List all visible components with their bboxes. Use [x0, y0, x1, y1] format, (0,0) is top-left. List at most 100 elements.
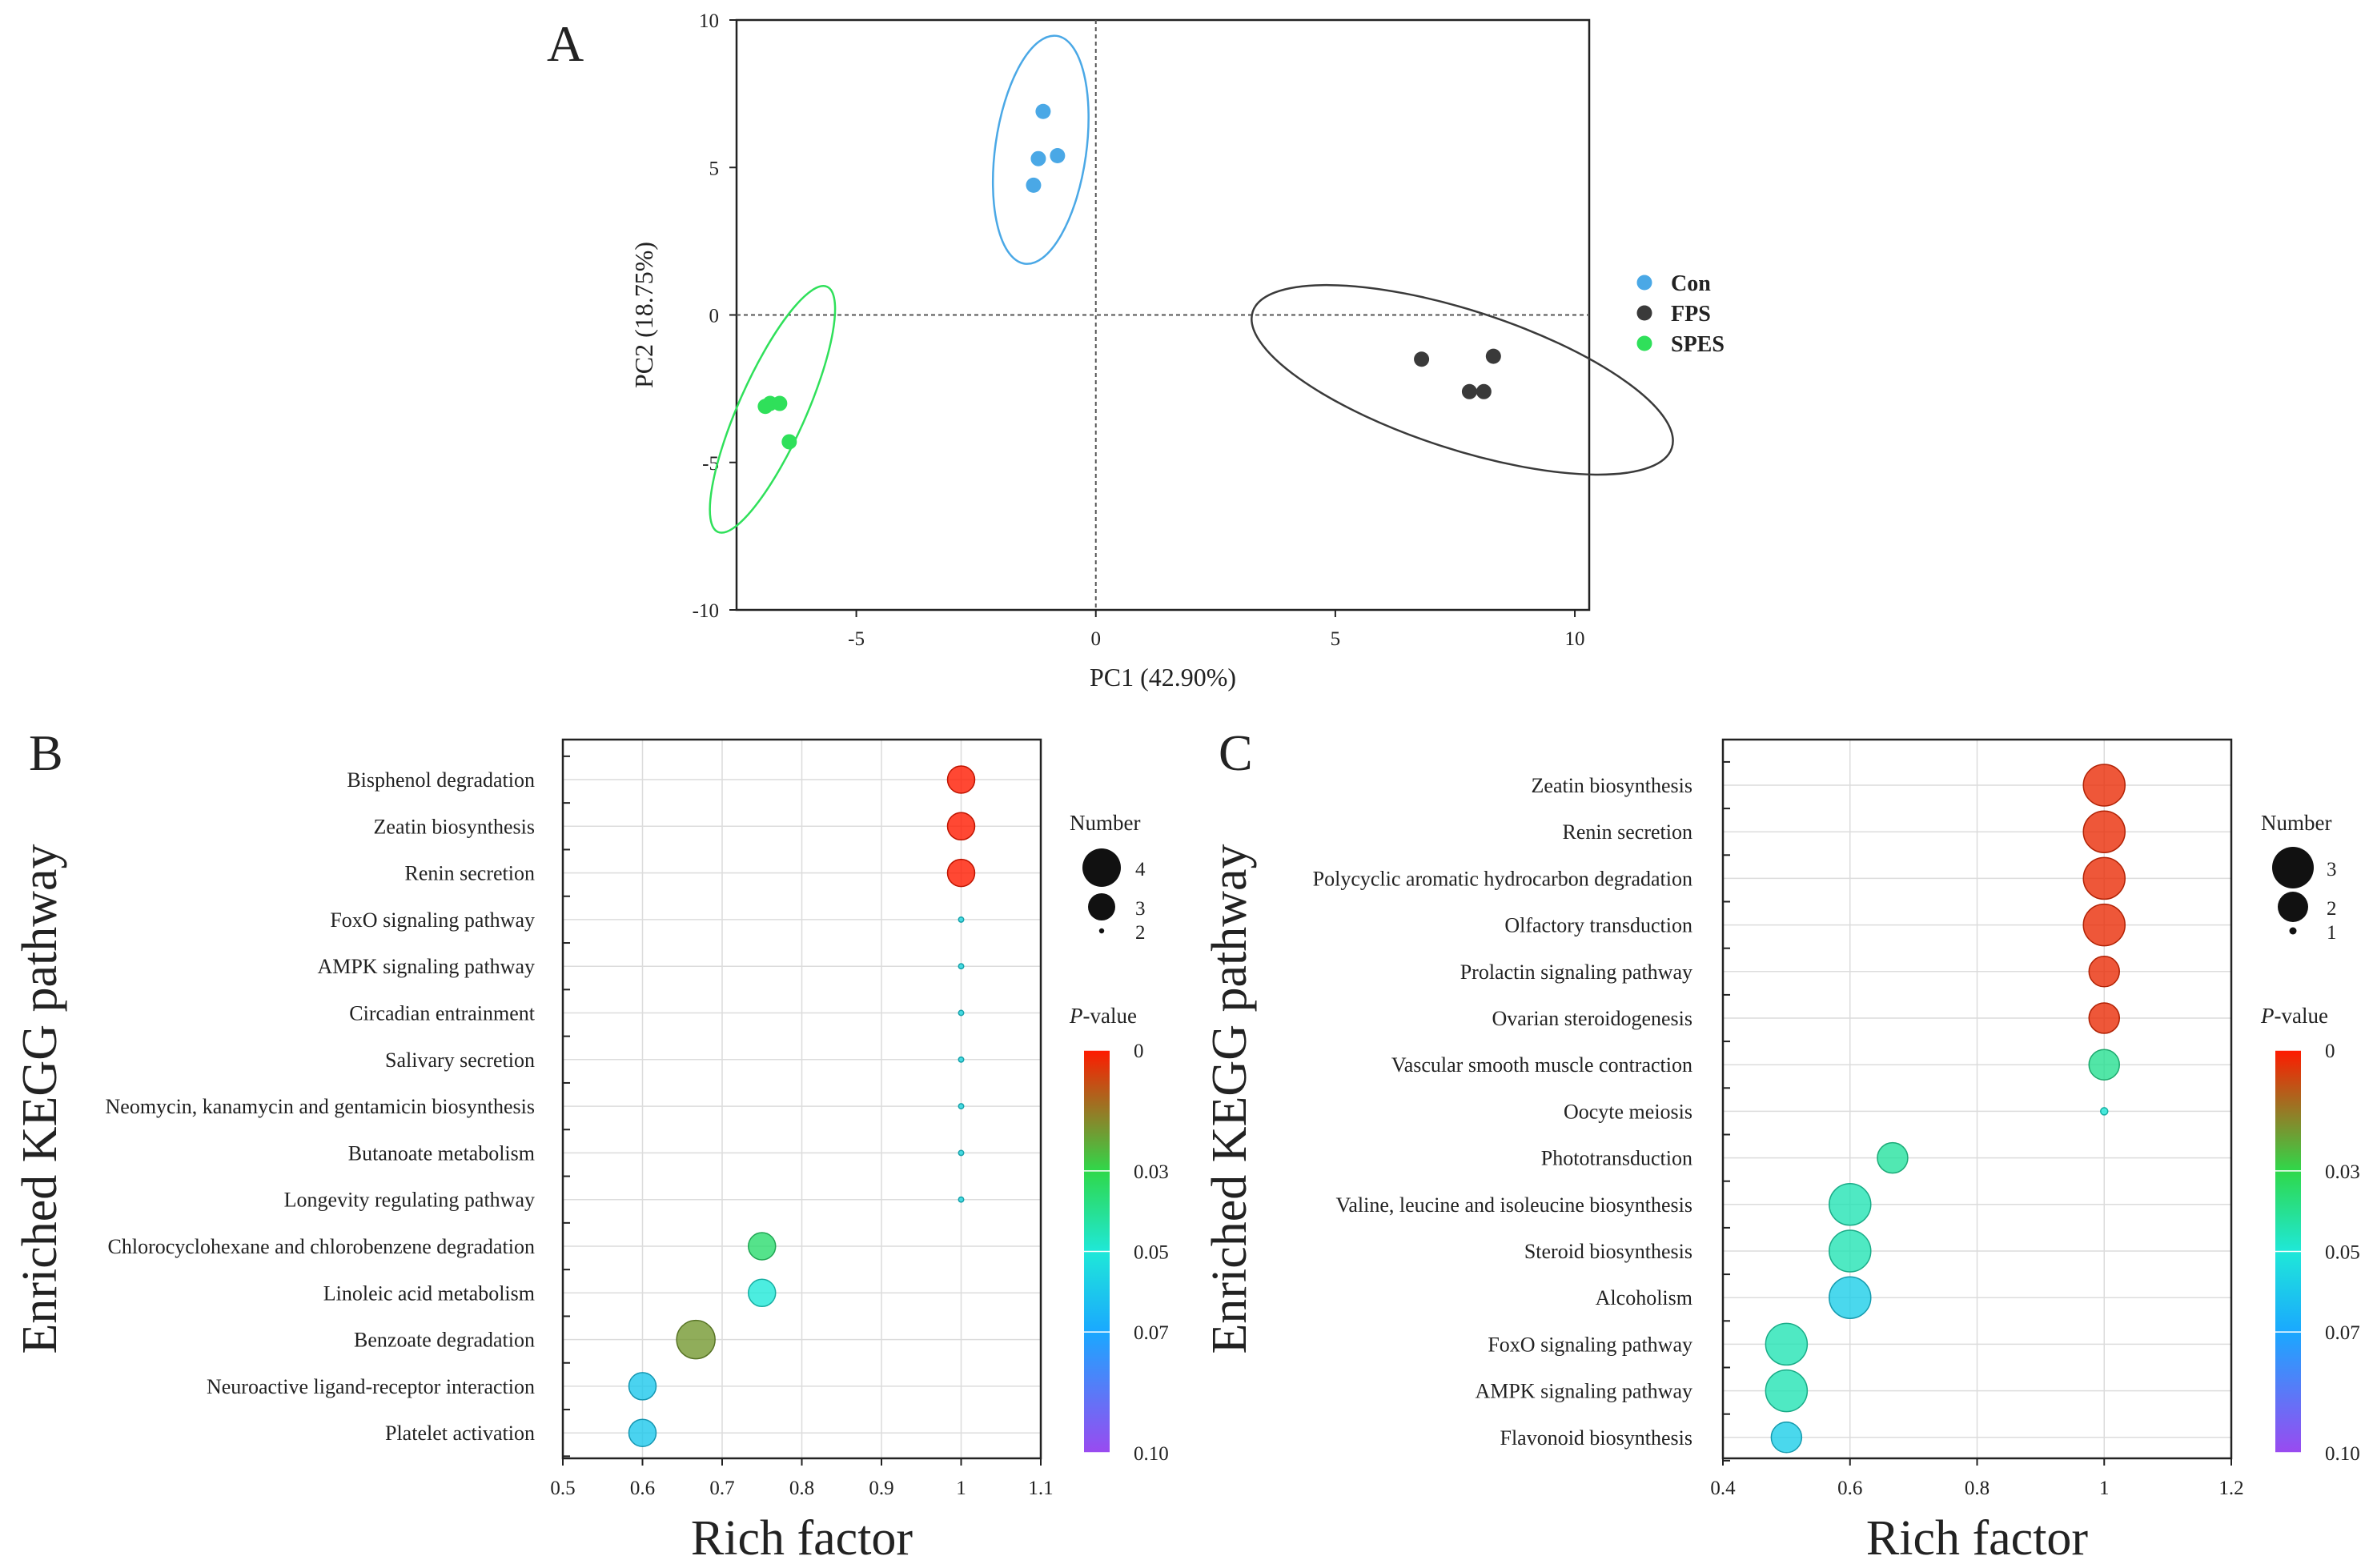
pathway-label: Bisphenol degradation: [347, 768, 535, 792]
sample-point-con: [1030, 150, 1046, 166]
size-legend-marker: [2272, 847, 2314, 888]
pathway-bubble: [1770, 1422, 1803, 1454]
y-axis-title: Enriched KEGG pathway: [13, 844, 67, 1353]
pathway-bubble: [1765, 1322, 1809, 1366]
color-legend-label: 0.03: [2325, 1161, 2360, 1183]
pathway-label: Longevity regulating pathway: [284, 1189, 535, 1212]
sample-point-fps: [1414, 351, 1430, 367]
panel-c-kegg-bubble-chart: C 0.4 0.6 0.8 1 1.2 Zeatin biosynthesis Renin s…: [1203, 724, 2360, 1566]
sample-point-fps: [1476, 383, 1492, 399]
color-legend-title-italic: P: [1069, 1004, 1083, 1028]
sample-point-con: [1035, 103, 1051, 119]
pathway-bubble: [2088, 956, 2120, 988]
pathway-label: Prolactin signaling pathway: [1460, 960, 1692, 984]
pathway-label: Flavonoid biosynthesis: [1500, 1426, 1692, 1450]
legend-marker-spes: [1636, 335, 1652, 351]
pathway-label: Oocyte meiosis: [1564, 1100, 1692, 1123]
size-legend-marker: [1082, 848, 1121, 887]
pathway-bubble: [958, 1056, 965, 1063]
sample-point-spes: [781, 434, 797, 450]
x-tick-label: 0.7: [709, 1478, 734, 1499]
color-legend-label: 0.05: [1134, 1242, 1169, 1264]
x-tick-label: 0.4: [1710, 1478, 1736, 1499]
pathway-label: Platelet activation: [385, 1422, 535, 1445]
sample-point-spes: [757, 399, 773, 415]
color-legend-title: P-value: [1069, 1004, 1137, 1028]
legend-marker-con: [1636, 275, 1652, 291]
y-tick-label: -10: [693, 600, 719, 622]
pathway-label: Valine, leucine and isoleucine biosynthe…: [1335, 1193, 1692, 1217]
size-legend-label: 4: [1135, 859, 1146, 880]
confidence-ellipse-spes: [709, 285, 837, 534]
y-tick-label: 0: [709, 306, 720, 327]
pathway-label: AMPK signaling pathway: [317, 955, 535, 978]
pathway-bubble: [2088, 1049, 2120, 1081]
color-legend-label: 0.10: [2325, 1443, 2360, 1465]
pathway-label: Butanoate metabolism: [348, 1141, 535, 1165]
x-tick-label: 5: [1331, 628, 1341, 650]
pathway-bubble: [748, 1278, 777, 1308]
pathway-label: Olfactory transduction: [1504, 914, 1692, 937]
legend-label-con: Con: [1671, 271, 1711, 296]
y-axis-title: PC2 (18.75%): [629, 242, 658, 388]
pathway-bubble: [1829, 1183, 1872, 1226]
pathway-label: Renin secretion: [1563, 820, 1692, 844]
color-legend-label: 0.03: [1134, 1161, 1169, 1183]
pathway-bubble: [2082, 856, 2126, 900]
size-legend-label: 2: [1135, 922, 1146, 944]
pathway-label: Chlorocyclohexane and chlorobenzene degr…: [108, 1235, 536, 1258]
x-tick-label: 0.9: [869, 1478, 893, 1499]
panel-letter-c: C: [1219, 724, 1253, 781]
pathway-bubble: [2088, 1002, 2120, 1034]
y-tick-label: 5: [709, 158, 720, 179]
pathway-label: Zeatin biosynthesis: [1532, 774, 1692, 797]
panel-letter-a: A: [547, 15, 584, 72]
x-tick-label: 0.8: [1965, 1478, 1990, 1499]
pathway-label: Circadian entrainment: [349, 1002, 536, 1025]
color-legend-label: 0.10: [1134, 1443, 1169, 1465]
pathway-label: Linoleic acid metabolism: [323, 1281, 535, 1305]
size-legend-marker: [1088, 893, 1115, 920]
pathway-label: FoxO signaling pathway: [330, 908, 535, 932]
x-tick-label: 1: [956, 1478, 966, 1499]
color-legend-label: 0: [2325, 1041, 2335, 1062]
pathway-bubble: [628, 1418, 657, 1447]
x-tick-label: 1.2: [2218, 1478, 2243, 1499]
pathway-label: Zeatin biosynthesis: [374, 815, 535, 838]
sample-point-spes: [772, 395, 788, 411]
pathway-label: AMPK signaling pathway: [1475, 1380, 1692, 1403]
pathway-label: Neuroactive ligand-receptor interaction: [207, 1375, 535, 1398]
pathway-label: Alcoholism: [1596, 1286, 1692, 1309]
color-legend-label: 0.07: [1134, 1322, 1169, 1344]
pathway-bubble: [958, 916, 965, 923]
confidence-ellipse-con: [991, 34, 1090, 265]
color-legend-label: 0: [1134, 1041, 1144, 1062]
panel-a-pca-plot: A -5 0 5 10 -10 -5 0 5 10 PC1 (42.90%) PC2 (18.75%)…: [547, 10, 1725, 692]
y-tick-label: -5: [702, 453, 719, 475]
legend-label-spes: SPES: [1671, 332, 1725, 357]
pathway-bubble: [958, 1196, 965, 1203]
size-legend-marker: [2289, 927, 2297, 935]
confidence-ellipse-fps: [1251, 283, 1674, 476]
x-tick-label: 0.5: [550, 1478, 575, 1499]
pathway-label: Polycyclic aromatic hydrocarbon degradat…: [1313, 867, 1692, 890]
x-axis-title: PC1 (42.90%): [1090, 663, 1236, 692]
pathway-label: Salivary secretion: [385, 1049, 535, 1072]
pathway-bubble: [958, 1009, 965, 1017]
y-tick-label: 10: [699, 10, 719, 32]
y-axis-title: Enriched KEGG pathway: [1203, 844, 1257, 1353]
pathway-bubble: [946, 858, 976, 888]
pathway-bubble: [748, 1232, 777, 1261]
pathway-bubble: [1829, 1276, 1872, 1319]
size-legend-label: 3: [1135, 898, 1146, 920]
panel-b-kegg-bubble-chart: B 0.5 0.6 0.7 0.8 0.9 1 1.1 Bisphenol degradatio…: [13, 724, 1169, 1566]
x-tick-label: 0.6: [1837, 1478, 1862, 1499]
pathway-bubble: [2082, 810, 2126, 853]
legend-marker-fps: [1636, 305, 1652, 321]
pathway-bubble: [958, 1103, 965, 1110]
color-legend-title-italic: P: [2260, 1004, 2275, 1028]
x-tick-label: 1.1: [1028, 1478, 1053, 1499]
color-legend-label: 0.05: [2325, 1242, 2360, 1264]
size-legend-marker: [2278, 892, 2308, 922]
